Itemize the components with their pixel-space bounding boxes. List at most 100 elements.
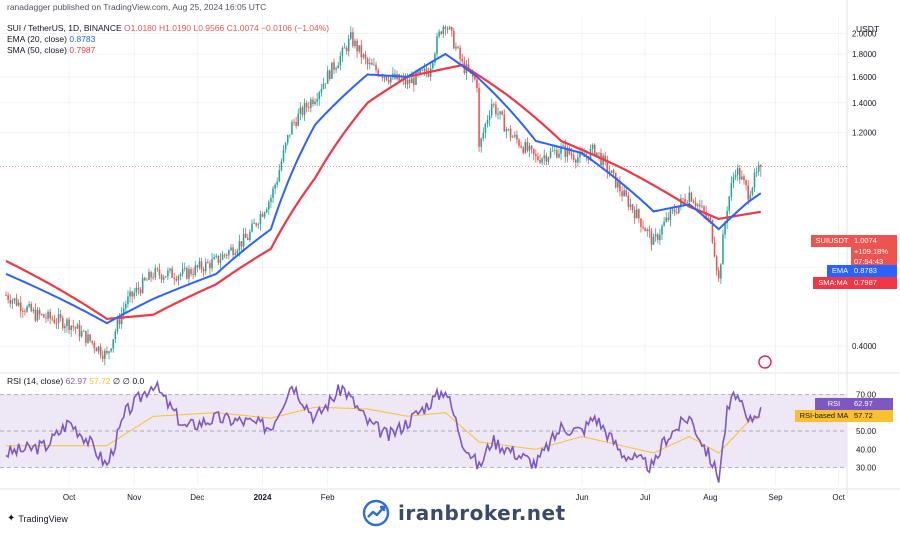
candle-body [501,111,503,115]
candle-body [671,209,674,211]
candle-body [137,287,140,290]
candle-body [257,224,260,226]
candle-body [343,47,346,49]
candle-body [150,271,152,278]
candle-body [49,311,51,319]
candle-body [661,225,663,235]
candle-body [356,40,358,52]
candle-body [484,123,487,133]
candle-body [438,31,440,37]
candle-body [728,196,731,211]
candle-body [551,150,554,152]
candle-body [705,212,707,218]
candle-body [631,204,634,211]
candle-body [373,64,375,66]
candle-body [692,201,695,204]
candle-body [341,47,344,57]
candle-body [160,275,163,280]
candle-body [642,226,644,229]
candle-body [270,197,272,202]
candle-body [194,265,197,276]
candle-body [301,107,304,115]
candle-body [278,170,281,182]
candle-body [80,331,83,337]
candle-body [156,268,159,270]
candle-body [755,171,758,173]
candle-body [204,261,207,272]
candle-body [619,181,621,192]
candle-body [652,236,655,245]
candle-body [167,270,169,277]
candle-body [152,277,154,279]
candle-body [638,209,640,219]
candle-body [713,242,716,257]
candle-body [221,254,224,260]
candle-body [751,187,754,195]
candle-body [57,314,60,324]
sma-legend: SMA (50, close) 0.7987 [7,45,95,55]
tradingview-logo[interactable]: ✦ TradingView [7,513,68,524]
candle-body [545,155,548,162]
ema-line [5,52,762,325]
candle-body [186,267,188,279]
candle-body [154,268,157,278]
candle-body [316,99,318,102]
candle-body [219,259,222,263]
rsi-ma-legend-value: 57.72 [89,376,111,386]
candle-body [640,218,642,227]
candle-body [673,209,676,213]
candle-body [99,346,102,356]
candle-body [326,70,329,84]
last-price-tag: 1.0074 [851,235,897,247]
candle-body [476,79,478,88]
candle-body [682,198,684,200]
candle-body [320,89,323,93]
candle-body [579,151,581,158]
candle-body [366,58,369,65]
candle-body [289,134,291,136]
candle-body [574,159,577,163]
candle-body [337,65,339,69]
candle-body [425,68,428,73]
candle-body [703,206,705,213]
candle-body [335,68,337,70]
candle-body [593,144,596,156]
candle-body [280,161,283,171]
candle-body [114,331,117,340]
candle-body [236,250,239,254]
candle-body [97,346,100,352]
candle-body [389,77,392,83]
price-axis-tick: 1.2000 [852,129,877,138]
candle-body [74,327,77,329]
time-axis-label: Dec [190,493,204,502]
candle-body [310,99,312,108]
candle-body [249,231,251,240]
candle-body [89,334,91,341]
candle-body [490,104,493,116]
candle-body [511,136,514,138]
candle-body [488,115,491,121]
time-axis-label: Feb [321,493,335,502]
candle-body [684,199,686,203]
candle-body [505,129,508,132]
candle-body [612,170,615,173]
candle-body [362,54,365,58]
price-axis-tick: 1.6000 [852,73,877,82]
candle-body [423,68,426,71]
candle-body [125,303,127,309]
time-axis-label: Nov [127,493,141,502]
candle-body [190,269,192,275]
candle-body [614,172,617,188]
candle-body [715,256,718,271]
replay-icon [758,355,772,369]
tradingview-logo-icon: ✦ [7,513,16,524]
candle-body [72,325,75,328]
candle-body [419,70,421,73]
candle-body [387,80,390,83]
candle-body [116,319,119,332]
candle-body [234,253,236,255]
candle-body [757,165,760,172]
candle-body [383,76,386,78]
